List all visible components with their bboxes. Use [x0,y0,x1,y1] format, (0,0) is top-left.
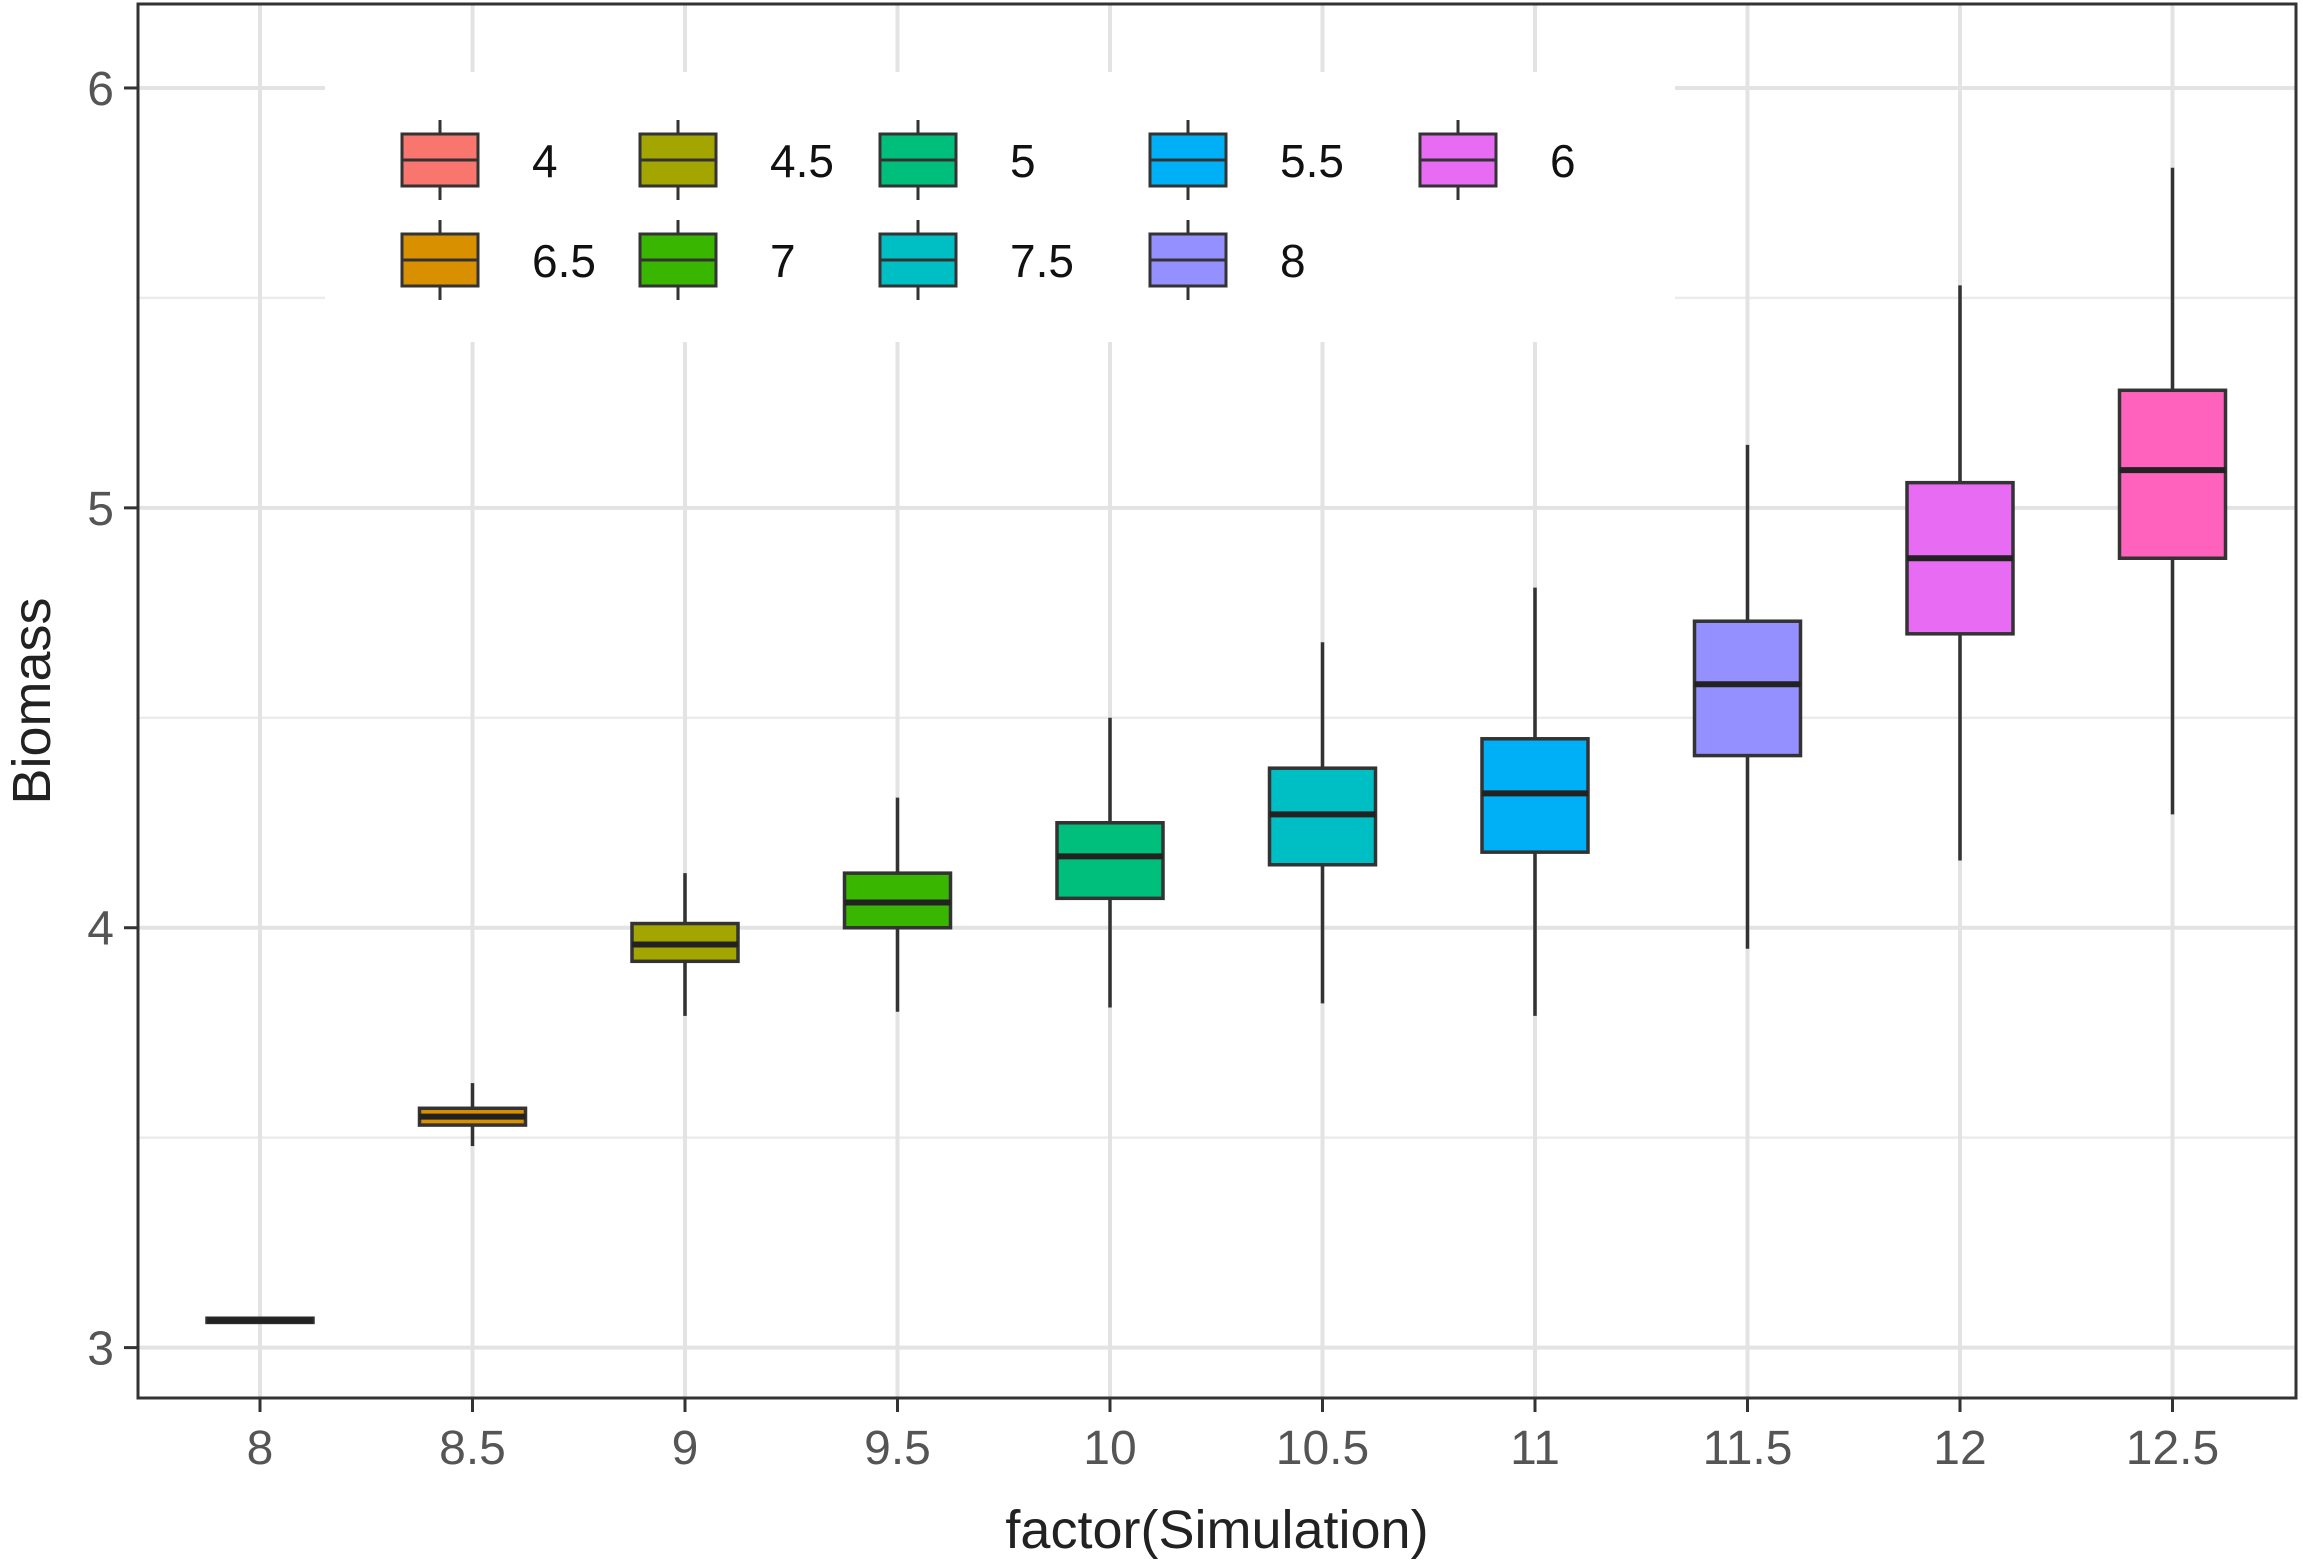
box-rect [1692,619,1803,758]
x-tick-label: 12.5 [2126,1422,2219,1475]
x-tick-label: 10.5 [1276,1422,1369,1475]
axes: 3 4 5 6 8 8.5 9 9.5 10 10.5 11 11.5 12 12.5 [87,63,2219,1475]
box-9 [630,873,740,1016]
legend-label: 5.5 [1280,135,1344,187]
legend-label: 7 [770,235,796,287]
x-axis-title: factor(Simulation) [1005,1500,1428,1560]
legend-key-6 [1418,120,1498,200]
legend-label: 4.5 [770,135,834,187]
legend-label: 4 [532,135,558,187]
legend-key-6.5 [400,220,480,300]
legend-key-7 [638,220,718,300]
y-tick-label: 3 [87,1323,114,1376]
x-tick-label: 8 [247,1422,274,1475]
box-rect [1055,821,1165,901]
box-series [205,167,2228,1325]
legend-key-4.5 [638,120,718,200]
x-tick-label: 12 [1933,1422,1986,1475]
y-tick-label: 5 [87,483,114,536]
x-tick-label: 9.5 [864,1422,931,1475]
box-12 [1905,285,2015,861]
box-11 [1480,587,1590,1016]
y-tick-label: 6 [87,63,114,116]
box-10 [1055,717,1165,1008]
x-tick-label: 8.5 [439,1422,506,1475]
box-8 [205,1316,315,1325]
x-tick-label: 10 [1083,1422,1136,1475]
legend-label: 7.5 [1010,235,1074,287]
y-tick-label: 4 [87,903,114,956]
legend: 4 4.5 5 5.5 6 6.5 7 7.5 8 [325,72,1675,342]
x-tick-label: 11 [1510,1422,1560,1475]
legend-label: 6.5 [532,235,596,287]
plot-frame [136,2,2298,1400]
box-12.5 [2117,167,2228,815]
legend-label: 8 [1280,235,1306,287]
legend-key-5 [878,120,958,200]
legend-background [325,72,1675,342]
legend-label: 6 [1550,135,1576,187]
x-tick-label: 11.5 [1703,1422,1793,1475]
legend-key-4 [400,120,480,200]
box-9.5 [842,797,953,1012]
y-axis-title: Biomass [2,597,62,804]
x-tick-label: 9 [672,1422,699,1475]
legend-label: 5 [1010,135,1036,187]
box-rect [2117,388,2228,560]
box-10.5 [1267,642,1378,1004]
legend-key-8 [1148,220,1228,300]
legend-key-5.5 [1148,120,1228,200]
box-8.5 [417,1083,528,1147]
legend-key-7.5 [878,220,958,300]
box-11.5 [1692,444,1803,949]
